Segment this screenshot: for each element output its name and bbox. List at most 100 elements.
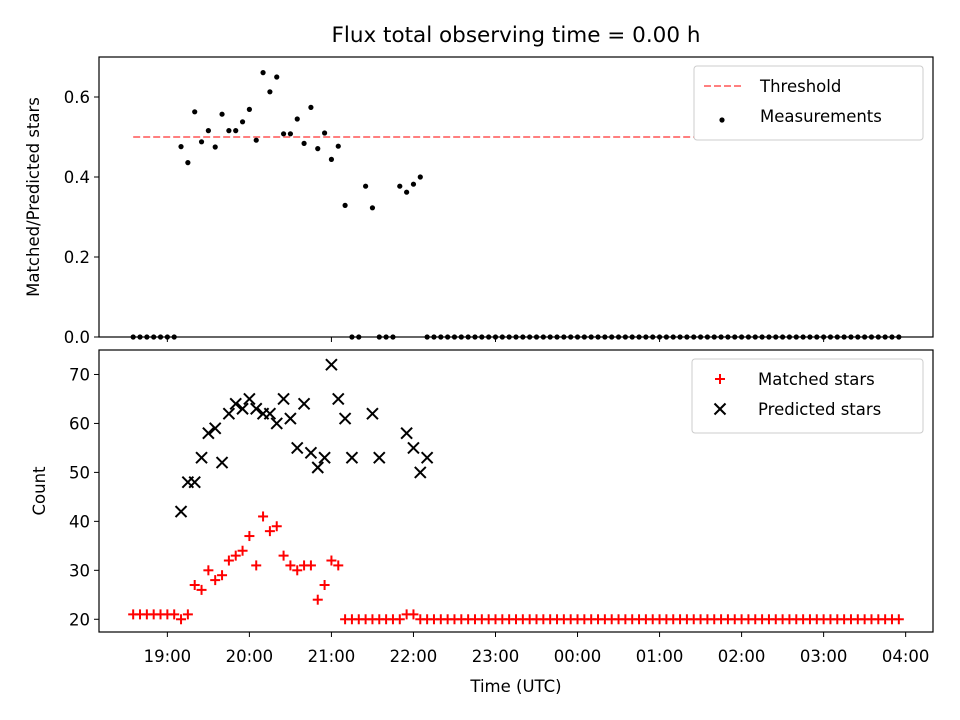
top-panel-legend: Threshold Measurements (693, 65, 924, 141)
measurement-point (397, 183, 403, 189)
matched-star-point (176, 614, 187, 625)
x-tick-label: 00:00 (554, 647, 602, 666)
legend-handle (715, 374, 725, 384)
matched-star-point (223, 555, 234, 566)
matched-star-point (285, 560, 296, 571)
measurement-point (274, 74, 280, 80)
matched-star-point (333, 560, 344, 571)
measurement-point (410, 181, 417, 187)
predicted-star-point (243, 392, 256, 406)
top-panel-y-ticks: 0.0 0.2 0.4 0.6 (64, 88, 99, 347)
measurement-point (294, 116, 300, 122)
x-tick-label: 19:00 (144, 647, 192, 666)
x-tick-label: 23:00 (472, 647, 520, 666)
legend-label: Measurements (760, 107, 882, 126)
measurement-point (260, 70, 266, 76)
y-tick-label: 60 (69, 414, 90, 433)
y-tick-label: 70 (69, 365, 90, 384)
matched-star-point (196, 584, 207, 595)
predicted-star-point (291, 441, 304, 455)
matched-star-point (237, 545, 248, 556)
measurement-point (185, 160, 191, 166)
matched-star-point (251, 560, 262, 571)
measurement-point (308, 104, 314, 110)
predicted-star-point (270, 417, 283, 430)
measurement-point (315, 146, 321, 152)
matched-star-point (271, 521, 282, 532)
matched-star-point (210, 575, 221, 586)
predicted-star-point (250, 402, 263, 415)
predicted-star-point (263, 407, 277, 420)
measurement-point (212, 144, 218, 150)
predicted-star-point (284, 412, 297, 425)
predicted-star-point (345, 451, 359, 464)
measurement-point (335, 143, 341, 149)
measurement-point (328, 156, 335, 162)
matched-star-point (326, 555, 337, 566)
matched-star-point (394, 614, 405, 625)
measurement-point (253, 137, 259, 143)
measurement-point (321, 130, 328, 136)
y-tick-label: 40 (69, 512, 90, 531)
predicted-star-point (400, 427, 413, 440)
measurement-point (192, 109, 198, 115)
measurement-point (219, 111, 225, 117)
measurement-point (205, 128, 211, 134)
bottom-panel-marks (128, 358, 904, 625)
matched-star-point (189, 580, 200, 590)
legend-box (693, 65, 924, 141)
measurement-point (239, 119, 246, 125)
x-tick-label: 01:00 (636, 647, 684, 666)
bottom-panel-x-label: Time (UTC) (469, 677, 561, 696)
bottom-panel-y-label: Count (30, 466, 49, 516)
predicted-star-point (373, 451, 386, 464)
legend-label: Matched stars (758, 370, 875, 389)
measurement-point (287, 131, 294, 137)
measurement-point (246, 106, 252, 112)
predicted-star-point (414, 466, 427, 479)
y-tick-label: 0.0 (64, 328, 90, 347)
measurement-point (342, 202, 348, 208)
predicted-star-point (277, 392, 290, 406)
x-tick-label: 04:00 (882, 647, 930, 666)
y-tick-label: 20 (69, 610, 90, 629)
top-panel-frame (98, 56, 934, 338)
matched-star-point (182, 609, 193, 620)
predicted-star-point (229, 397, 242, 411)
legend-handle (713, 402, 727, 416)
predicted-star-point (195, 451, 208, 464)
y-tick-label: 0.2 (64, 248, 90, 267)
predicted-star-point (325, 358, 338, 371)
predicted-star-point (366, 407, 379, 420)
predicted-star-point (222, 407, 236, 420)
measurement-point (363, 183, 369, 189)
legend-label: Threshold (759, 77, 841, 96)
predicted-star-point (209, 422, 222, 435)
predicted-star-point (338, 412, 352, 425)
matched-star-point (244, 531, 255, 542)
y-tick-label: 30 (69, 561, 90, 580)
predicted-star-point (332, 392, 345, 406)
predicted-star-point (420, 451, 434, 464)
measurement-point (267, 89, 273, 95)
measurement-point (280, 131, 287, 137)
measurement-point (198, 139, 205, 145)
top-panel-x-ticks (166, 337, 825, 342)
bottom-panel: 20 30 40 50 60 70 19:00 20:00 21:00 22:00 23:00 00… (30, 349, 934, 696)
figure-title: Flux total observing time = 0.00 h (332, 23, 701, 48)
bottom-panel-legend: Matched stars Predicted stars (691, 358, 924, 434)
predicted-star-point (215, 456, 229, 469)
measurement-point (404, 189, 410, 195)
matched-star-point (408, 609, 419, 620)
measurement-point (301, 140, 307, 146)
y-tick-label: 0.4 (64, 168, 90, 187)
bottom-panel-frame (98, 349, 934, 633)
matched-star-point (292, 565, 303, 576)
x-tick-label: 02:00 (718, 647, 766, 666)
measurement-point (369, 205, 376, 211)
legend-box (691, 358, 924, 434)
bottom-panel-y-ticks: 20 30 40 50 60 70 (69, 365, 99, 629)
measurement-point (178, 144, 184, 150)
x-tick-label: 21:00 (308, 647, 356, 666)
